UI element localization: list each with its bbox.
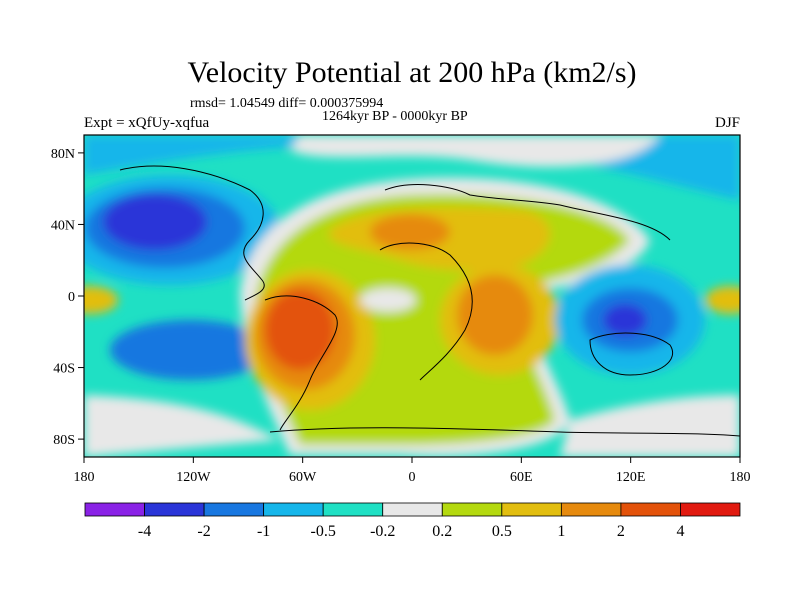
x-tick-label: 0 <box>409 470 416 485</box>
y-tick-label: 80S <box>53 433 75 448</box>
x-axis: 180 120W 60W 0 60E 120E 180 <box>74 457 751 485</box>
africa-positive <box>457 275 533 355</box>
colorbar-label: 4 <box>676 523 684 540</box>
y-tick-label: 40S <box>53 362 75 377</box>
x-tick-label: 120W <box>176 470 211 485</box>
x-tick-label: 120E <box>616 470 646 485</box>
x-tick-label: 60E <box>510 470 533 485</box>
colorbar-label: 2 <box>617 523 625 540</box>
coastlines <box>119 165 740 437</box>
colorbar-swatch <box>680 502 741 517</box>
south-pacific-negative <box>110 320 270 380</box>
colorbar-swatch <box>263 502 324 517</box>
eurasia-coast <box>384 184 671 241</box>
south-america-max <box>265 290 335 370</box>
colorbar-swatch <box>560 502 622 517</box>
colorbar-label: -1 <box>257 523 270 540</box>
stats-line: rmsd= 1.04549 diff= 0.000375994 <box>190 96 383 111</box>
north-pacific-negative <box>103 194 207 250</box>
southern-neutral-east <box>560 395 740 457</box>
colorbar-swatch <box>322 502 384 517</box>
season-label: DJF <box>715 115 740 131</box>
north-america-coast <box>119 165 265 301</box>
colorbar-swatch <box>144 502 205 517</box>
y-tick-label: 0 <box>68 290 75 305</box>
period-label: 1264kyr BP - 0000kyr BP <box>322 109 468 124</box>
x-tick-label: 60W <box>289 470 317 485</box>
colorbar-swatch <box>203 502 265 517</box>
y-tick-label: 80N <box>51 147 75 162</box>
antarctica-coast <box>269 427 740 437</box>
southern-neutral-west <box>84 395 280 457</box>
central-atlantic-neutral <box>360 288 416 312</box>
south-america-coast <box>264 295 338 431</box>
australia-coast <box>589 332 673 376</box>
colorbar: -4 -2 -1 -0.5 -0.2 0.2 0.5 1 2 4 <box>84 502 741 540</box>
colorbar-swatch <box>382 502 443 517</box>
colorbar-swatch <box>441 502 503 517</box>
colorbar-label: -4 <box>138 523 151 540</box>
arctic-neutral <box>290 135 660 167</box>
colorbar-label: -2 <box>197 523 210 540</box>
north-africa-positive <box>370 214 450 250</box>
colorbar-swatch <box>84 502 145 517</box>
colorbar-label: 0.2 <box>432 523 452 540</box>
east-edge-positive <box>705 286 740 314</box>
velocity-potential-field <box>84 135 740 457</box>
y-tick-label: 40N <box>51 218 75 233</box>
colorbar-label: -0.5 <box>311 523 336 540</box>
africa-coast <box>379 242 473 381</box>
chart-title: Velocity Potential at 200 hPa (km2/s) <box>187 56 636 89</box>
west-pacific-negative <box>603 304 647 336</box>
x-tick-label: 180 <box>730 470 751 485</box>
colorbar-swatch <box>620 502 681 517</box>
y-axis: 80N 40N 0 40S 80S <box>51 147 84 448</box>
west-edge-positive <box>84 286 118 314</box>
x-tick-label: 180 <box>74 470 95 485</box>
experiment-label: Expt = xQfUy-xqfua <box>84 115 209 131</box>
colorbar-label: 1 <box>557 523 565 540</box>
colorbar-label: 0.5 <box>492 523 512 540</box>
colorbar-label: -0.2 <box>370 523 395 540</box>
colorbar-swatch <box>501 502 562 517</box>
